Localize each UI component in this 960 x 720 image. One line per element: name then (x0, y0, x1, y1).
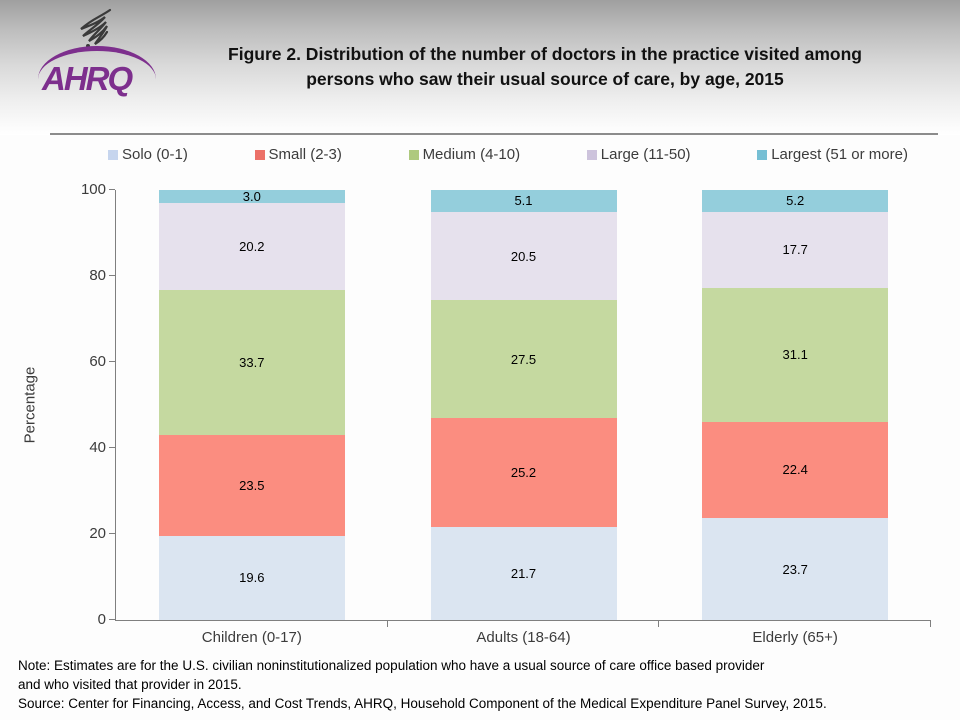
legend-item-5: Largest (51 or more) (757, 146, 908, 163)
y-tick-mark (109, 189, 115, 190)
figure-title-line2: persons who saw their usual source of ca… (306, 69, 784, 90)
legend-swatch-icon (254, 149, 265, 160)
bar-segment: 3.0 (158, 188, 345, 204)
y-tick-label: 60 (89, 353, 106, 370)
bar-value-label: 23.5 (239, 477, 265, 493)
ahrq-logo-text: AHRQ (42, 60, 133, 97)
bar-value-label: 5.2 (786, 193, 805, 209)
y-tick-mark (109, 533, 115, 534)
bar-segment: 19.6 (158, 535, 345, 620)
bar-value-label: 22.4 (782, 462, 808, 478)
legend-swatch-icon (408, 149, 419, 160)
legend-item-4: Large (11-50) (586, 146, 691, 163)
legend-item-2: Small (2-3) (254, 146, 342, 163)
bar-segment: 31.1 (702, 288, 889, 422)
bar-column-3: 23.7 22.4 31.1 17.7 5.2 (702, 189, 889, 620)
source-line: Source: Center for Financing, Access, an… (18, 696, 827, 712)
y-tick-mark (109, 619, 115, 620)
bar-segment: 17.7 (702, 211, 889, 289)
x-category-label: Children (0-17) (201, 629, 302, 646)
bar-segment: 33.7 (158, 289, 345, 435)
bar-value-label: 25.2 (510, 465, 537, 481)
x-category-label: Adults (18-64) (476, 629, 571, 646)
bar-value-label: 19.6 (239, 570, 265, 586)
y-tick-mark (109, 275, 115, 276)
legend-label: Solo (0-1) (122, 146, 188, 163)
bar-segment: 20.2 (158, 202, 345, 290)
legend-item-3: Medium (4-10) (408, 146, 521, 163)
x-tick-mark (930, 621, 931, 627)
bar-value-label: 21.7 (510, 565, 537, 581)
bar-value-label: 20.2 (239, 238, 265, 254)
ahrq-logo: AHRQ (36, 4, 166, 104)
x-tick-mark (386, 621, 388, 627)
legend-swatch-icon (586, 149, 597, 160)
bar-segment: 21.7 (430, 526, 617, 620)
bar-segment: 5.1 (430, 190, 617, 212)
bar-value-label: 17.7 (782, 242, 808, 258)
y-tick-label: 80 (89, 267, 106, 284)
legend-label: Largest (51 or more) (771, 146, 908, 163)
legend-swatch-icon (108, 149, 118, 160)
bar-segment: 25.2 (430, 418, 617, 527)
bar-segment: 20.5 (430, 211, 617, 301)
y-tick-mark (109, 361, 115, 362)
title-divider-rule (50, 133, 938, 135)
bar-segment: 27.5 (430, 300, 617, 419)
bar-value-label: 27.5 (510, 351, 537, 367)
bar-segment: 22.4 (702, 421, 889, 519)
bar-value-label: 20.5 (510, 248, 537, 264)
bar-value-label: 5.1 (514, 193, 533, 209)
plot-area: 0 20 40 60 80 100 19.6 23.5 33.7 20.2 3.0 Children … (81, 181, 931, 646)
y-tick-label: 40 (89, 439, 106, 456)
bar-segment: 23.7 (702, 518, 889, 620)
bar-column-2: 21.7 25.2 27.5 20.5 5.1 (430, 190, 617, 620)
y-tick-mark (109, 447, 115, 448)
x-category-label: Elderly (65+) (752, 629, 838, 646)
figure-title-line1: Figure 2. Distribution of the number of … (228, 44, 862, 64)
legend-item-1: Solo (0-1) (108, 146, 188, 163)
footnote-block: Note: Estimates are for the U.S. civilia… (18, 656, 946, 713)
bar-value-label: 33.7 (239, 354, 265, 370)
legend-swatch-icon (757, 149, 768, 160)
bar-value-label: 23.7 (782, 561, 808, 577)
note-line1: Note: Estimates are for the U.S. civilia… (18, 658, 765, 673)
y-tick-label: 0 (97, 611, 106, 628)
legend-label: Medium (4-10) (422, 146, 521, 163)
legend-label: Small (2-3) (268, 146, 342, 163)
y-tick-label: 100 (80, 181, 106, 198)
figure-title: Figure 2. Distribution of the number of … (140, 42, 950, 93)
bar-value-label: 31.1 (782, 347, 808, 363)
note-line2: and who visited that provider in 2015. (18, 677, 242, 693)
legend-label: Large (11-50) (600, 146, 691, 163)
bar-value-label: 3.0 (242, 188, 261, 204)
chart-legend: Solo (0-1) Small (2-3) Medium (4-10) Large … (108, 146, 908, 163)
y-axis-title: Percentage (21, 366, 39, 444)
bar-segment: 23.5 (158, 434, 345, 536)
x-tick-mark (658, 621, 660, 627)
ahrq-logo-arc (38, 46, 156, 81)
bar-segment: 5.2 (702, 189, 889, 212)
y-tick-label: 20 (89, 525, 106, 542)
header-band (0, 0, 960, 135)
bar-column-1: 19.6 23.5 33.7 20.2 3.0 (158, 188, 345, 620)
